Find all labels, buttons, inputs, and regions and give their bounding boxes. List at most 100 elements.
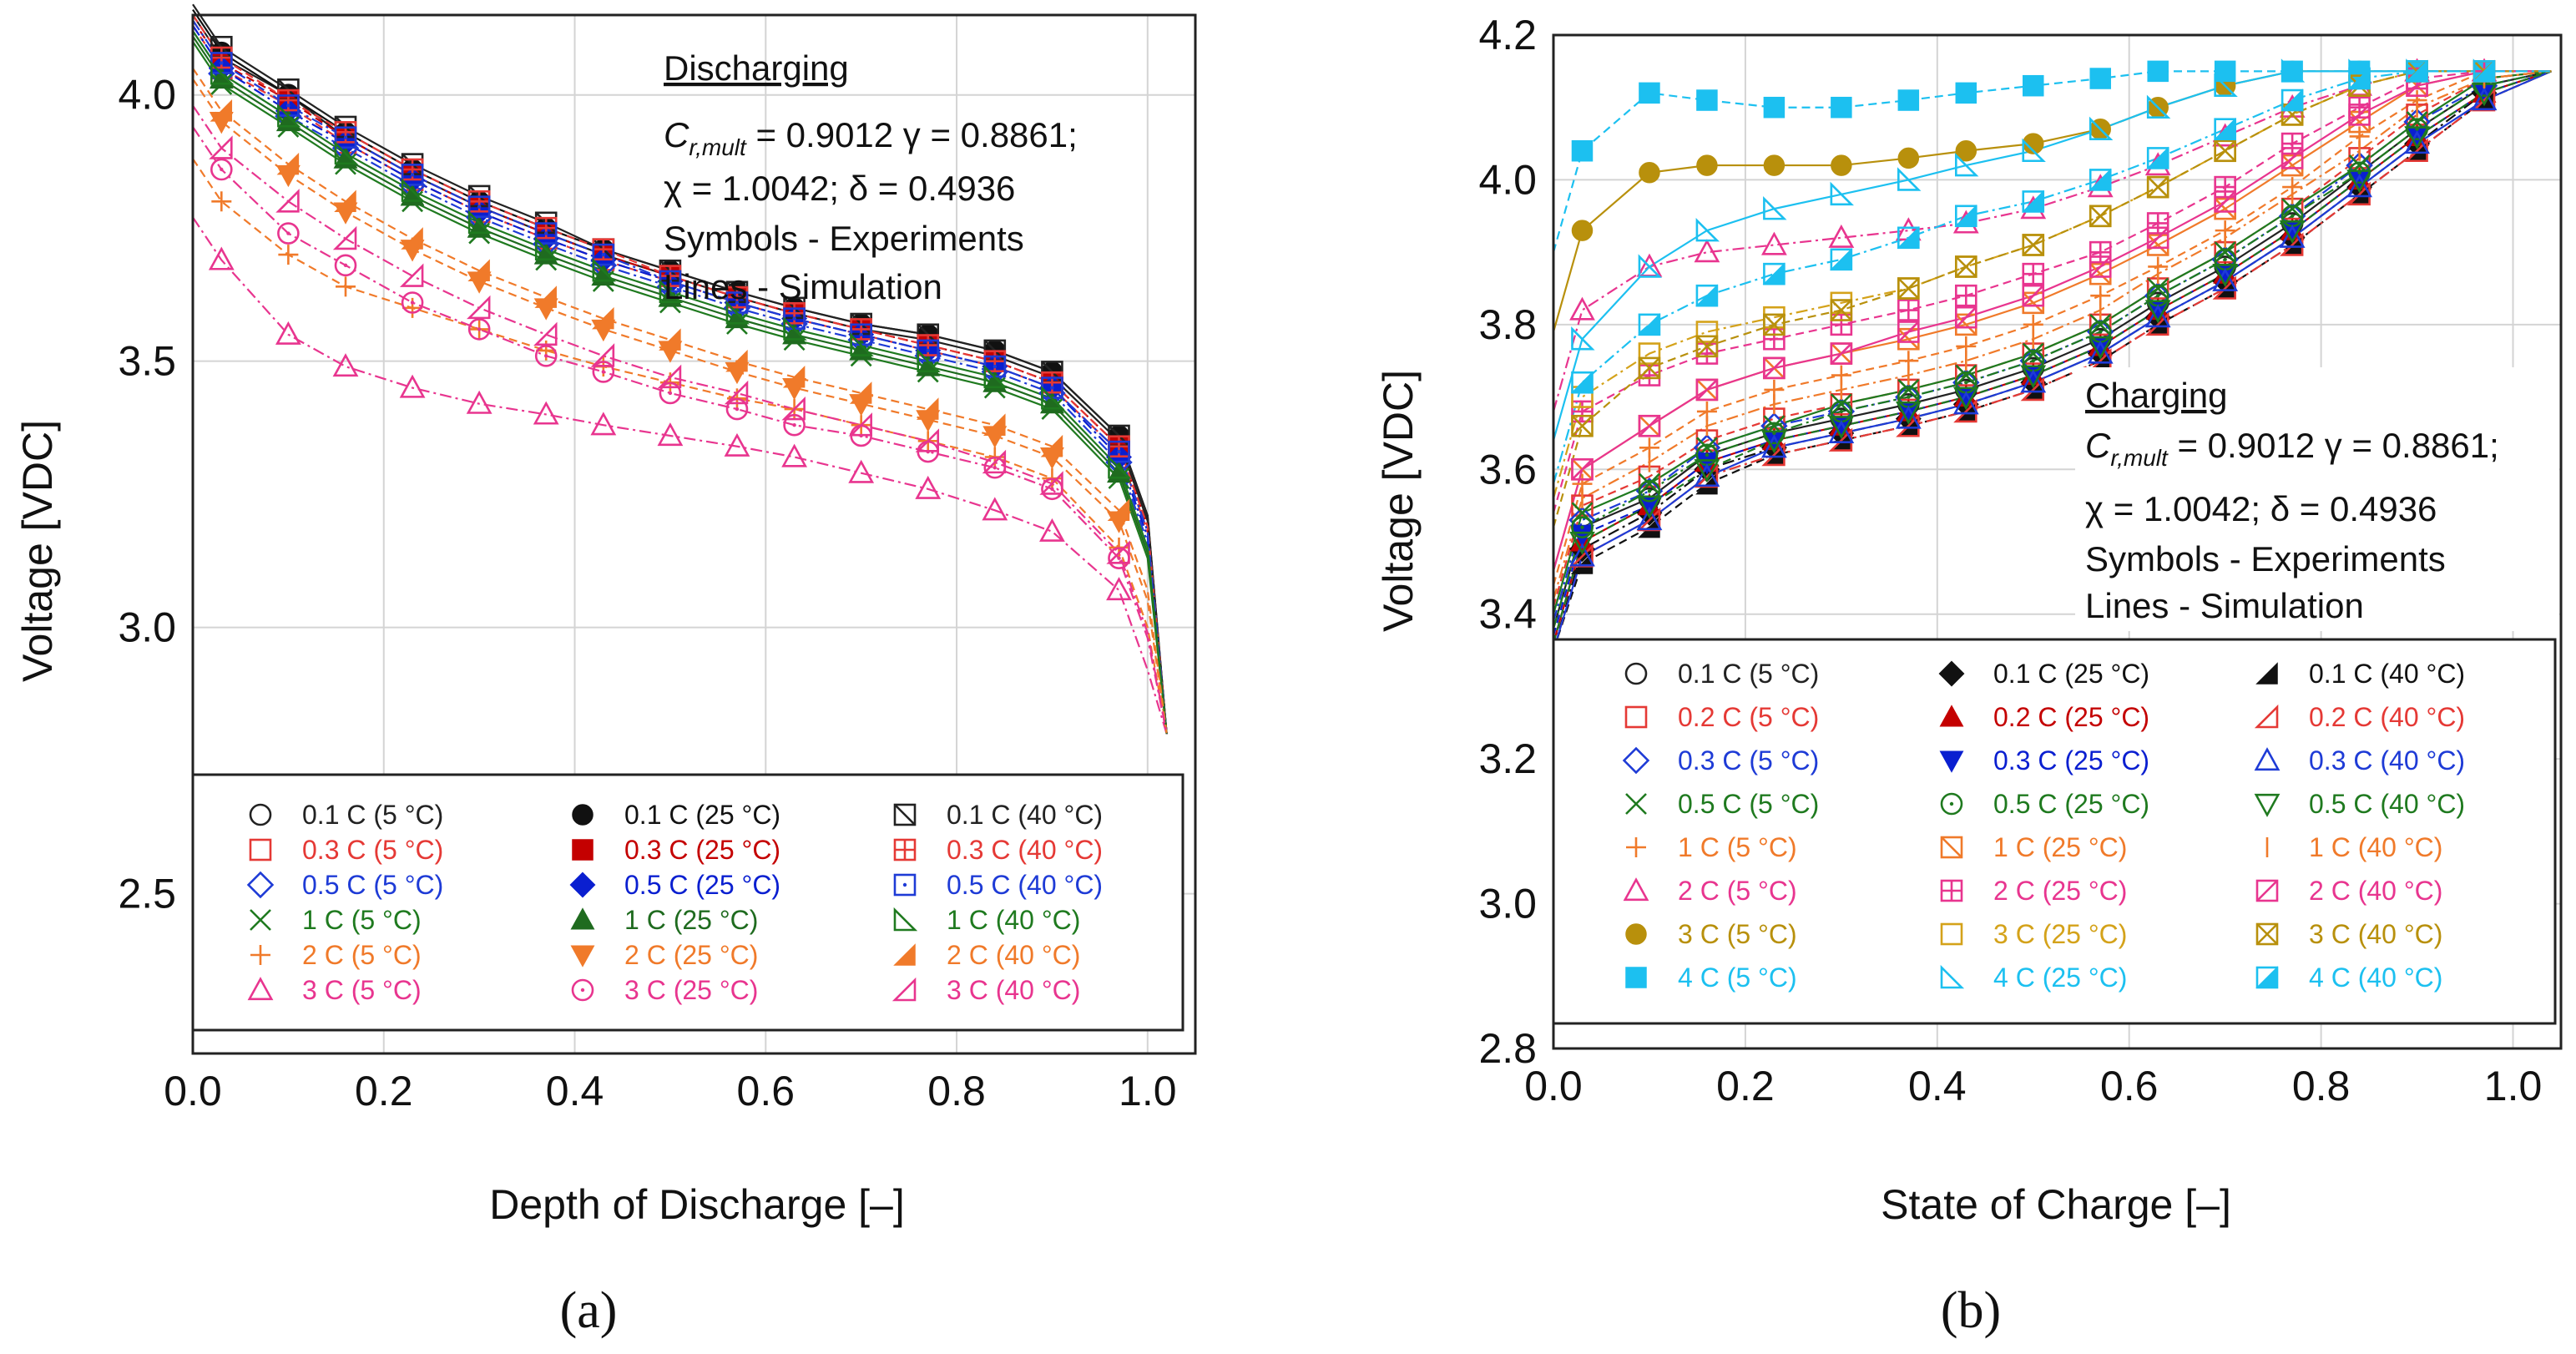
a-marker-3-c-5-c [590, 412, 617, 436]
b-legend-marker-0-2-c-40-c [2254, 704, 2279, 729]
a-legend-label: 0.1 C (25 °C) [624, 800, 780, 830]
a-marker-0-5-c-40-c [401, 164, 424, 186]
a-legend-marker-0-1-c-25-c [572, 804, 593, 826]
a-sim-line-2-c-5-c [192, 158, 1168, 735]
a-marker-3-c-40-c [982, 449, 1007, 474]
panel-a-annotation-params-1: Cr,mult = 0.9012 γ = 0.8861; [664, 115, 1078, 160]
b-marker-4-c-40-c [2472, 59, 2496, 83]
b-legend-item: 0.1 C (5 °C) [1624, 659, 1819, 689]
b-marker-2-c-40-c [1897, 321, 1920, 343]
b-marker-0-5-c-40-c [1569, 531, 1595, 555]
panel-b-annotation-lines-note: Lines - Simulation [2085, 586, 2364, 625]
panel-a-tick-labels: 0.0 0.2 0.4 0.6 0.8 1.0 2.5 3.0 3.5 4.0 [118, 72, 1176, 1114]
b-legend-marker-0-3-c-5-c [1622, 746, 1650, 775]
a-marker-2-c-40-c [725, 349, 748, 372]
a-sim-line-3-c-40-c [192, 104, 1168, 735]
a-marker-3-c-25-c [334, 254, 357, 277]
a-marker-3-c-5-c [915, 475, 942, 499]
panel-b-x-axis-title: State of Charge [–] [1881, 1181, 2231, 1228]
b-legend-marker-0-5-c-40-c [2254, 793, 2281, 817]
b-marker-0-5-c-40-c [2144, 300, 2171, 324]
a-y-tick-label: 3.5 [118, 338, 176, 385]
panel-a-annotation-params-2: χ = 1.0042; δ = 0.4936 [664, 169, 1015, 208]
b-marker-0-3-c-40-c [2020, 369, 2047, 393]
a-legend-marker-3-c-25-c [571, 978, 594, 1002]
a-marker-3-c-40-c [848, 412, 872, 437]
a-legend-marker-0-3-c-40-c [893, 838, 917, 861]
b-marker-3-c-40-c [2214, 139, 2236, 163]
b-legend-label: 2 C (25 °C) [1993, 876, 2127, 906]
b-marker-0-5-c-40-c [2404, 126, 2430, 150]
b-marker-3-c-40-c [1830, 299, 1853, 321]
a-legend-label: 3 C (5 °C) [302, 975, 422, 1005]
a-marker-0-5-c-40-c [334, 126, 357, 149]
b-legend-marker-2-c-5-c [1623, 877, 1649, 902]
b-legend-label: 0.2 C (25 °C) [1993, 702, 2149, 732]
b-legend-marker-0-5-c-25-c [1940, 792, 1963, 816]
panel-b-y-axis-title: Voltage [VDC] [1375, 370, 1422, 632]
b-legend-marker-0-2-c-5-c [1624, 705, 1648, 729]
panel-b-annotation-symbols-note: Symbols - Experiments [2085, 539, 2446, 578]
b-marker-0-3-c-40-c [2279, 224, 2306, 248]
b-legend-label: 3 C (5 °C) [1678, 919, 1797, 949]
b-marker-4-c-40-c [2146, 146, 2169, 169]
b-marker-0-3-c-40-c [1895, 405, 1922, 429]
panel-b-annotation-params-2: χ = 1.0042; δ = 0.4936 [2085, 489, 2437, 528]
b-marker-4-c-5-c [2147, 60, 2169, 83]
a-legend-item: 2 C (25 °C) [570, 940, 758, 970]
a-marker-2-c-40-c [1040, 434, 1063, 457]
b-x-tick-label: 1.0 [2484, 1063, 2543, 1109]
b-legend-label: 0.5 C (25 °C) [1993, 789, 2149, 819]
b-legend-label: 3 C (40 °C) [2309, 919, 2442, 949]
a-marker-3-c-5-c [332, 353, 359, 377]
a-marker-1-c-40-c [210, 61, 235, 85]
b-marker-2-c-25-c [1954, 284, 1977, 307]
a-legend-item: 1 C (25 °C) [570, 905, 758, 935]
b-marker-4-c-25-c [1638, 254, 1663, 278]
b-legend-marker-2-c-25-c [1940, 879, 1963, 902]
b-marker-3-c-25-c [1695, 321, 1719, 343]
a-marker-3-c-40-c [590, 343, 615, 367]
b-legend-item: 0.3 C (25 °C) [1939, 745, 2149, 776]
a-legend-item: 0.5 C (25 °C) [569, 870, 780, 900]
b-legend-marker-3-c-5-c [1625, 923, 1647, 945]
b-y-tick-label: 3.2 [1478, 735, 1537, 782]
panel-a-annotation-title: Discharging [664, 48, 849, 88]
a-legend-item: 2 C (5 °C) [250, 940, 422, 970]
panel-b-annotation-c-subscript: r,mult [2110, 445, 2169, 471]
b-marker-0-5-c-40-c [1828, 416, 1855, 440]
b-marker-3-c-40-c [2146, 175, 2169, 199]
a-marker-3-c-40-c [915, 428, 940, 452]
b-marker-2-c-5-c [1569, 296, 1595, 321]
b-marker-0-3-c-40-c [2346, 174, 2372, 198]
b-legend-marker-0-3-c-40-c [2254, 747, 2281, 771]
a-marker-2-c-40-c [334, 189, 356, 213]
b-legend-label: 0.5 C (5 °C) [1678, 789, 1819, 819]
panel-a-annotation-c-symbol: C [664, 115, 689, 154]
b-marker-2-c-40-c [2022, 284, 2045, 307]
b-marker-4-c-5-c [1571, 139, 1594, 162]
b-marker-0-3-c-40-c [1569, 543, 1595, 567]
a-legend-item: 0.1 C (5 °C) [249, 800, 443, 830]
a-marker-3-c-5-c [657, 422, 684, 447]
b-marker-4-c-40-c [1570, 371, 1594, 394]
b-legend-marker-0-1-c-25-c [1938, 660, 1965, 687]
a-x-tick-label: 0.2 [355, 1068, 413, 1114]
panel-b-legend-box [1552, 638, 2557, 1025]
b-legend-item: 3 C (25 °C) [1940, 919, 2127, 949]
b-marker-4-c-40-c [2089, 168, 2112, 191]
a-marker-3-c-40-c [1106, 540, 1130, 564]
b-sim-line-3-c-40-c [1552, 70, 2552, 528]
a-marker-1-c-40-c [277, 104, 301, 128]
a-legend-item: 3 C (25 °C) [571, 975, 758, 1005]
b-marker-2-c-25-c [2089, 240, 2112, 264]
b-legend-label: 0.2 C (40 °C) [2309, 702, 2465, 732]
a-legend-label: 3 C (25 °C) [624, 975, 758, 1005]
a-marker-2-c-40-c [534, 285, 557, 308]
b-marker-3-c-5-c [1955, 139, 1977, 162]
a-marker-3-c-40-c [275, 189, 300, 213]
b-marker-4-c-25-c [2214, 73, 2238, 97]
b-marker-2-c-25-c [2214, 175, 2236, 199]
b-marker-0-3-c-40-c [2087, 340, 2114, 364]
b-legend-label: 0.3 C (5 °C) [1678, 745, 1819, 776]
